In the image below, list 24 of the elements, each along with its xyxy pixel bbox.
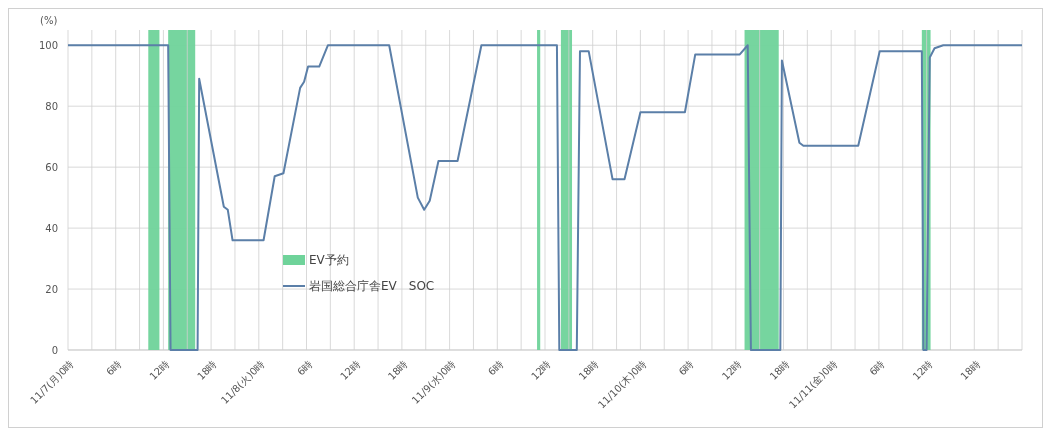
y-axis-title: (%) bbox=[40, 15, 58, 26]
y-tick-label: 40 bbox=[45, 222, 58, 234]
y-tick-label: 0 bbox=[51, 344, 58, 356]
y-tick-label: 100 bbox=[38, 39, 58, 51]
x-tick-label: 6時 bbox=[104, 358, 124, 378]
x-tick-label: 18時 bbox=[385, 358, 410, 382]
legend-label: 岩国総合庁舎EV SOC bbox=[309, 279, 435, 294]
x-tick-label: 6時 bbox=[867, 358, 887, 378]
x-tick-label: 6時 bbox=[295, 358, 315, 378]
x-tick-label: 18時 bbox=[767, 358, 792, 382]
x-tick-label: 12時 bbox=[147, 358, 172, 382]
y-tick-label: 60 bbox=[45, 161, 58, 173]
x-tick-label: 6時 bbox=[676, 358, 696, 378]
y-tick-label: 80 bbox=[45, 100, 58, 112]
x-tick-label: 18時 bbox=[576, 358, 601, 382]
y-tick-label: 20 bbox=[45, 283, 58, 295]
x-tick-label: 6時 bbox=[485, 358, 506, 378]
x-tick-label: 12時 bbox=[529, 358, 553, 382]
x-tick-label: 12時 bbox=[719, 358, 744, 382]
x-tick-label: 18時 bbox=[195, 358, 219, 382]
x-tick-label: 18時 bbox=[958, 358, 983, 382]
legend-label: EV予約 bbox=[309, 253, 349, 268]
x-tick-label: 12時 bbox=[910, 358, 935, 382]
x-tick-label: 12時 bbox=[338, 358, 363, 382]
